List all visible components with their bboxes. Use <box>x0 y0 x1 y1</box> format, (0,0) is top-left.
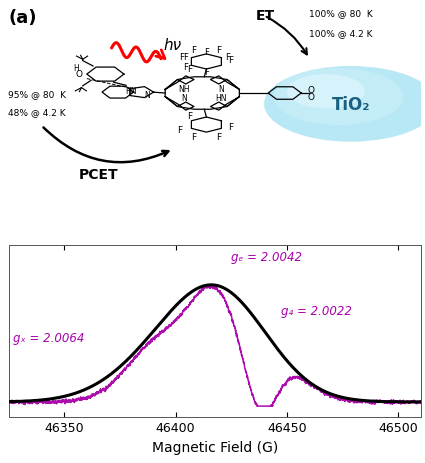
Text: HN: HN <box>125 87 136 95</box>
Text: 100% @ 80  K: 100% @ 80 K <box>309 9 373 18</box>
Text: N: N <box>218 85 224 94</box>
Text: NH: NH <box>178 85 190 94</box>
Text: F: F <box>179 52 184 62</box>
Text: O: O <box>307 93 314 101</box>
Text: O: O <box>307 86 314 95</box>
Text: F: F <box>191 132 197 142</box>
Text: F: F <box>216 46 221 55</box>
Text: F: F <box>204 68 209 77</box>
Circle shape <box>273 69 403 126</box>
Text: F: F <box>183 63 188 72</box>
Text: g₄ = 2.0022: g₄ = 2.0022 <box>280 304 351 317</box>
Text: F: F <box>191 46 197 55</box>
Text: PCET: PCET <box>79 168 118 181</box>
Text: (a): (a) <box>8 9 37 27</box>
Y-axis label: EPR Intensities (I): EPR Intensities (I) <box>0 276 3 386</box>
Text: F: F <box>187 65 193 74</box>
Circle shape <box>287 75 365 109</box>
Text: F: F <box>204 47 209 56</box>
Text: gₑ = 2.0042: gₑ = 2.0042 <box>231 251 302 264</box>
Text: F: F <box>177 125 182 134</box>
Text: HN: HN <box>215 94 227 103</box>
Text: 95% @ 80  K: 95% @ 80 K <box>8 90 66 99</box>
Text: F: F <box>183 53 188 62</box>
Text: 100% @ 4.2 K: 100% @ 4.2 K <box>309 29 373 38</box>
Text: 48% @ 4.2 K: 48% @ 4.2 K <box>8 108 66 117</box>
X-axis label: Magnetic Field (G): Magnetic Field (G) <box>151 440 278 454</box>
Text: H: H <box>73 64 79 73</box>
Text: hν: hν <box>163 38 181 53</box>
Text: F: F <box>229 123 234 131</box>
Text: O: O <box>76 69 83 79</box>
Text: gₓ = 2.0064: gₓ = 2.0064 <box>13 332 84 344</box>
Text: TiO₂: TiO₂ <box>332 96 370 113</box>
Text: F: F <box>229 56 234 65</box>
Circle shape <box>264 67 425 143</box>
Text: F: F <box>187 112 193 121</box>
Text: F: F <box>225 53 230 62</box>
Text: N: N <box>144 91 150 100</box>
Text: N: N <box>181 94 187 103</box>
Text: F: F <box>216 132 221 142</box>
Text: ET: ET <box>256 9 275 23</box>
